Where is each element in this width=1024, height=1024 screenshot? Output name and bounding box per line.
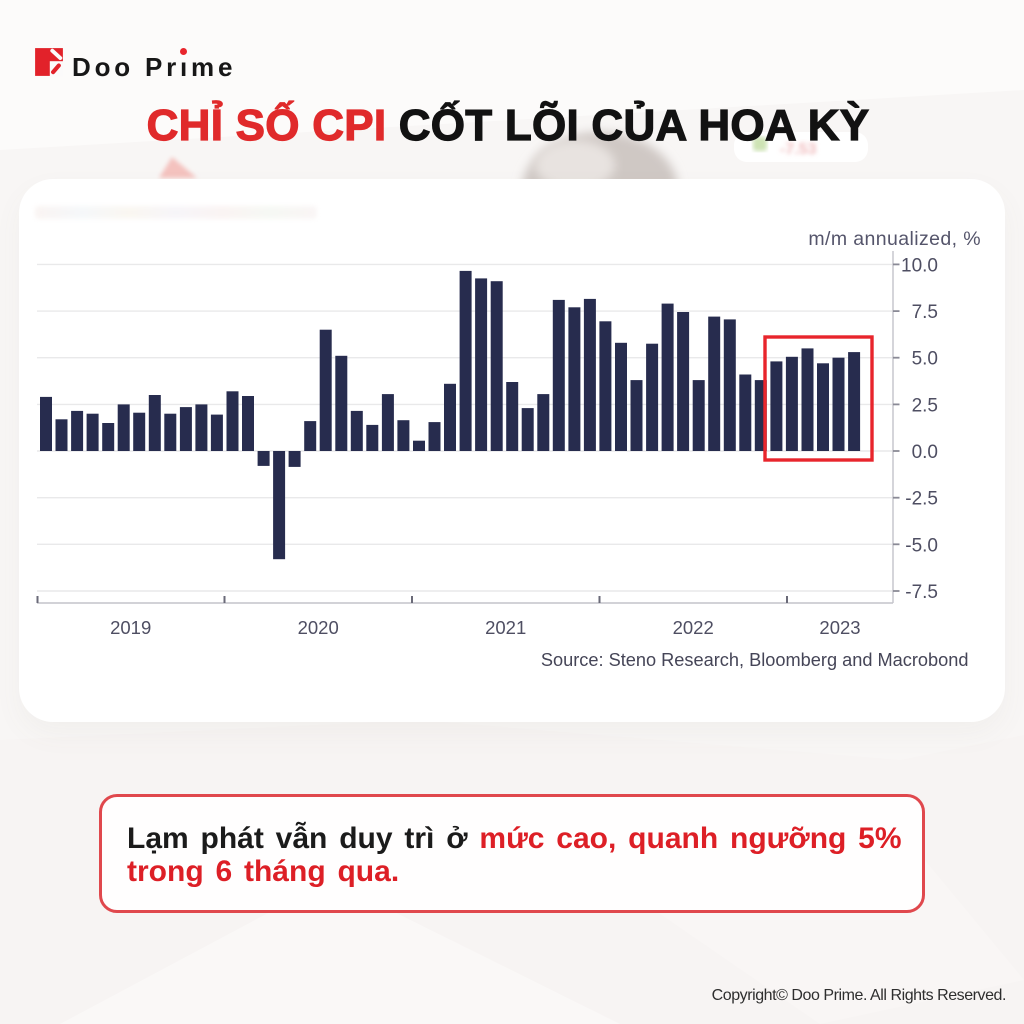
svg-text:-7.5: -7.5 (905, 582, 938, 603)
svg-text:2021: 2021 (485, 617, 526, 638)
svg-text:m/m annualized, %: m/m annualized, % (808, 228, 981, 250)
svg-text:7.5: 7.5 (912, 302, 938, 323)
svg-text:2020: 2020 (298, 617, 339, 638)
svg-text:Source: Steno Research, Bloomb: Source: Steno Research, Bloomberg and Ma… (541, 650, 969, 670)
svg-text:2022: 2022 (673, 617, 714, 638)
svg-text:-5.0: -5.0 (905, 535, 938, 556)
svg-text:0.0: 0.0 (912, 442, 938, 463)
svg-text:-2.5: -2.5 (905, 489, 938, 510)
svg-text:2019: 2019 (110, 617, 151, 638)
svg-text:5.0: 5.0 (912, 349, 938, 370)
svg-text:2023: 2023 (819, 617, 860, 638)
svg-text:2.5: 2.5 (912, 395, 938, 416)
svg-text:-7.53: -7.53 (780, 141, 817, 158)
svg-text:10.0: 10.0 (901, 255, 938, 276)
